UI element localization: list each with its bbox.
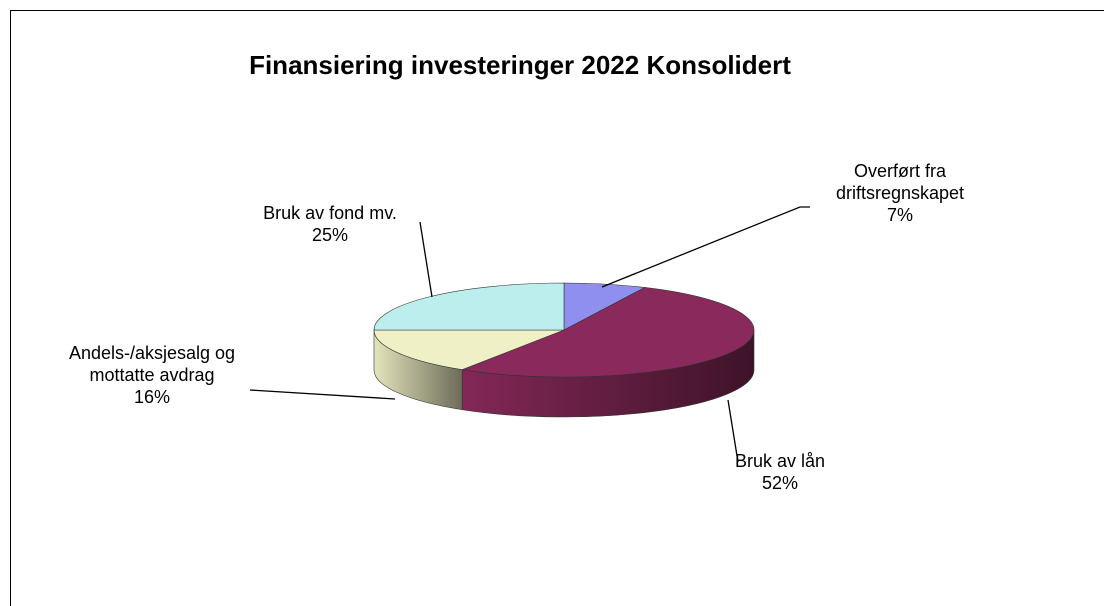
slice-value: 25% [311,225,349,245]
frame [10,10,1104,606]
chart-title: Finansiering investeringer 2022 Konsolid… [249,50,791,80]
slice [373,282,565,331]
slice-name: Bruk av lån [734,451,826,471]
slice [461,287,755,378]
leader-line [419,221,433,298]
slice [373,329,565,370]
leader-line [727,399,739,463]
slice-name: Bruk av fond mv. [263,203,397,223]
slice-label: Andels-/aksjesalg og mottatte avdrag 16% [56,342,248,408]
slice-label: Bruk av fond mv. 25% [230,202,430,246]
slice-label: Bruk av lån 52% [695,450,865,494]
slice-value: 16% [133,387,171,407]
pie [373,282,755,418]
slice-value: 7% [886,205,913,225]
slice-value: 52% [761,473,799,493]
slice-name: Andels-/aksjesalg og mottatte avdrag [68,343,236,385]
leader-line [249,389,396,400]
slice-name: Overført fra driftsregnskapet [835,161,965,203]
leader-line [601,206,810,288]
slice-label: Overført fra driftsregnskapet 7% [815,160,985,226]
